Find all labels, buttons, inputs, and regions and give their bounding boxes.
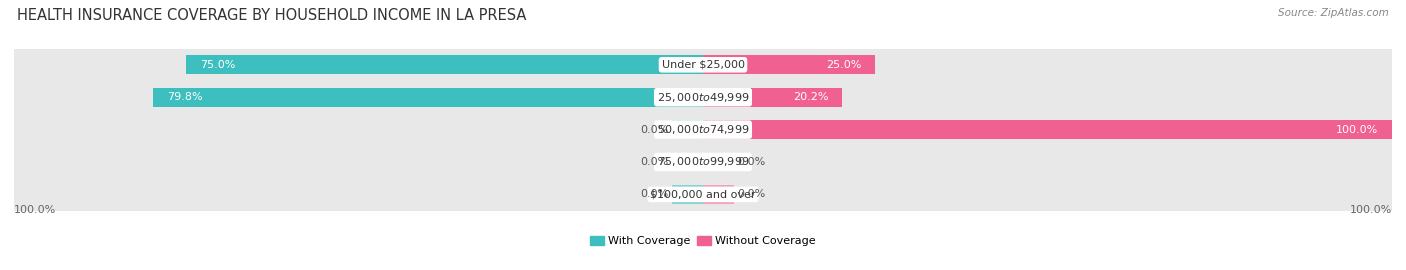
Text: Source: ZipAtlas.com: Source: ZipAtlas.com xyxy=(1278,8,1389,18)
Bar xyxy=(703,88,842,107)
Text: 20.2%: 20.2% xyxy=(793,92,828,102)
Text: 0.0%: 0.0% xyxy=(640,124,669,135)
Text: 100.0%: 100.0% xyxy=(1350,205,1392,215)
Text: $75,000 to $99,999: $75,000 to $99,999 xyxy=(657,156,749,168)
Text: Under $25,000: Under $25,000 xyxy=(661,60,745,70)
Text: HEALTH INSURANCE COVERAGE BY HOUSEHOLD INCOME IN LA PRESA: HEALTH INSURANCE COVERAGE BY HOUSEHOLD I… xyxy=(17,8,526,23)
Text: 0.0%: 0.0% xyxy=(738,157,766,167)
Text: $100,000 and over: $100,000 and over xyxy=(650,189,756,200)
Bar xyxy=(14,81,1392,113)
Text: 100.0%: 100.0% xyxy=(14,205,56,215)
Legend: With Coverage, Without Coverage: With Coverage, Without Coverage xyxy=(586,231,820,250)
Text: $50,000 to $74,999: $50,000 to $74,999 xyxy=(657,123,749,136)
Bar xyxy=(672,120,703,139)
Text: 100.0%: 100.0% xyxy=(1336,124,1378,135)
Bar xyxy=(153,88,703,107)
Bar xyxy=(186,55,703,74)
Bar xyxy=(672,153,703,171)
Text: 0.0%: 0.0% xyxy=(738,189,766,200)
Bar xyxy=(14,146,1392,178)
Text: 75.0%: 75.0% xyxy=(200,60,235,70)
Bar xyxy=(14,178,1392,211)
Bar xyxy=(14,49,1392,81)
Text: 0.0%: 0.0% xyxy=(640,157,669,167)
Bar xyxy=(14,113,1392,146)
Text: 25.0%: 25.0% xyxy=(827,60,862,70)
Text: $25,000 to $49,999: $25,000 to $49,999 xyxy=(657,91,749,104)
Text: 79.8%: 79.8% xyxy=(167,92,202,102)
Bar xyxy=(672,185,703,204)
Bar xyxy=(703,153,734,171)
Bar xyxy=(703,120,1392,139)
Bar xyxy=(703,185,734,204)
Bar xyxy=(703,55,875,74)
Text: 0.0%: 0.0% xyxy=(640,189,669,200)
